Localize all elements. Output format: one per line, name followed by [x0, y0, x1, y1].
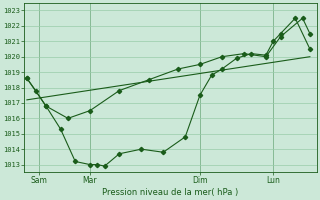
X-axis label: Pression niveau de la mer( hPa ): Pression niveau de la mer( hPa ): [102, 188, 239, 197]
